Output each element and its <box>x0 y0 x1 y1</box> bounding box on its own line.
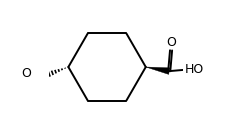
Text: HO: HO <box>184 63 203 76</box>
Polygon shape <box>145 67 169 74</box>
Text: O: O <box>165 36 175 49</box>
Text: O: O <box>21 67 31 80</box>
